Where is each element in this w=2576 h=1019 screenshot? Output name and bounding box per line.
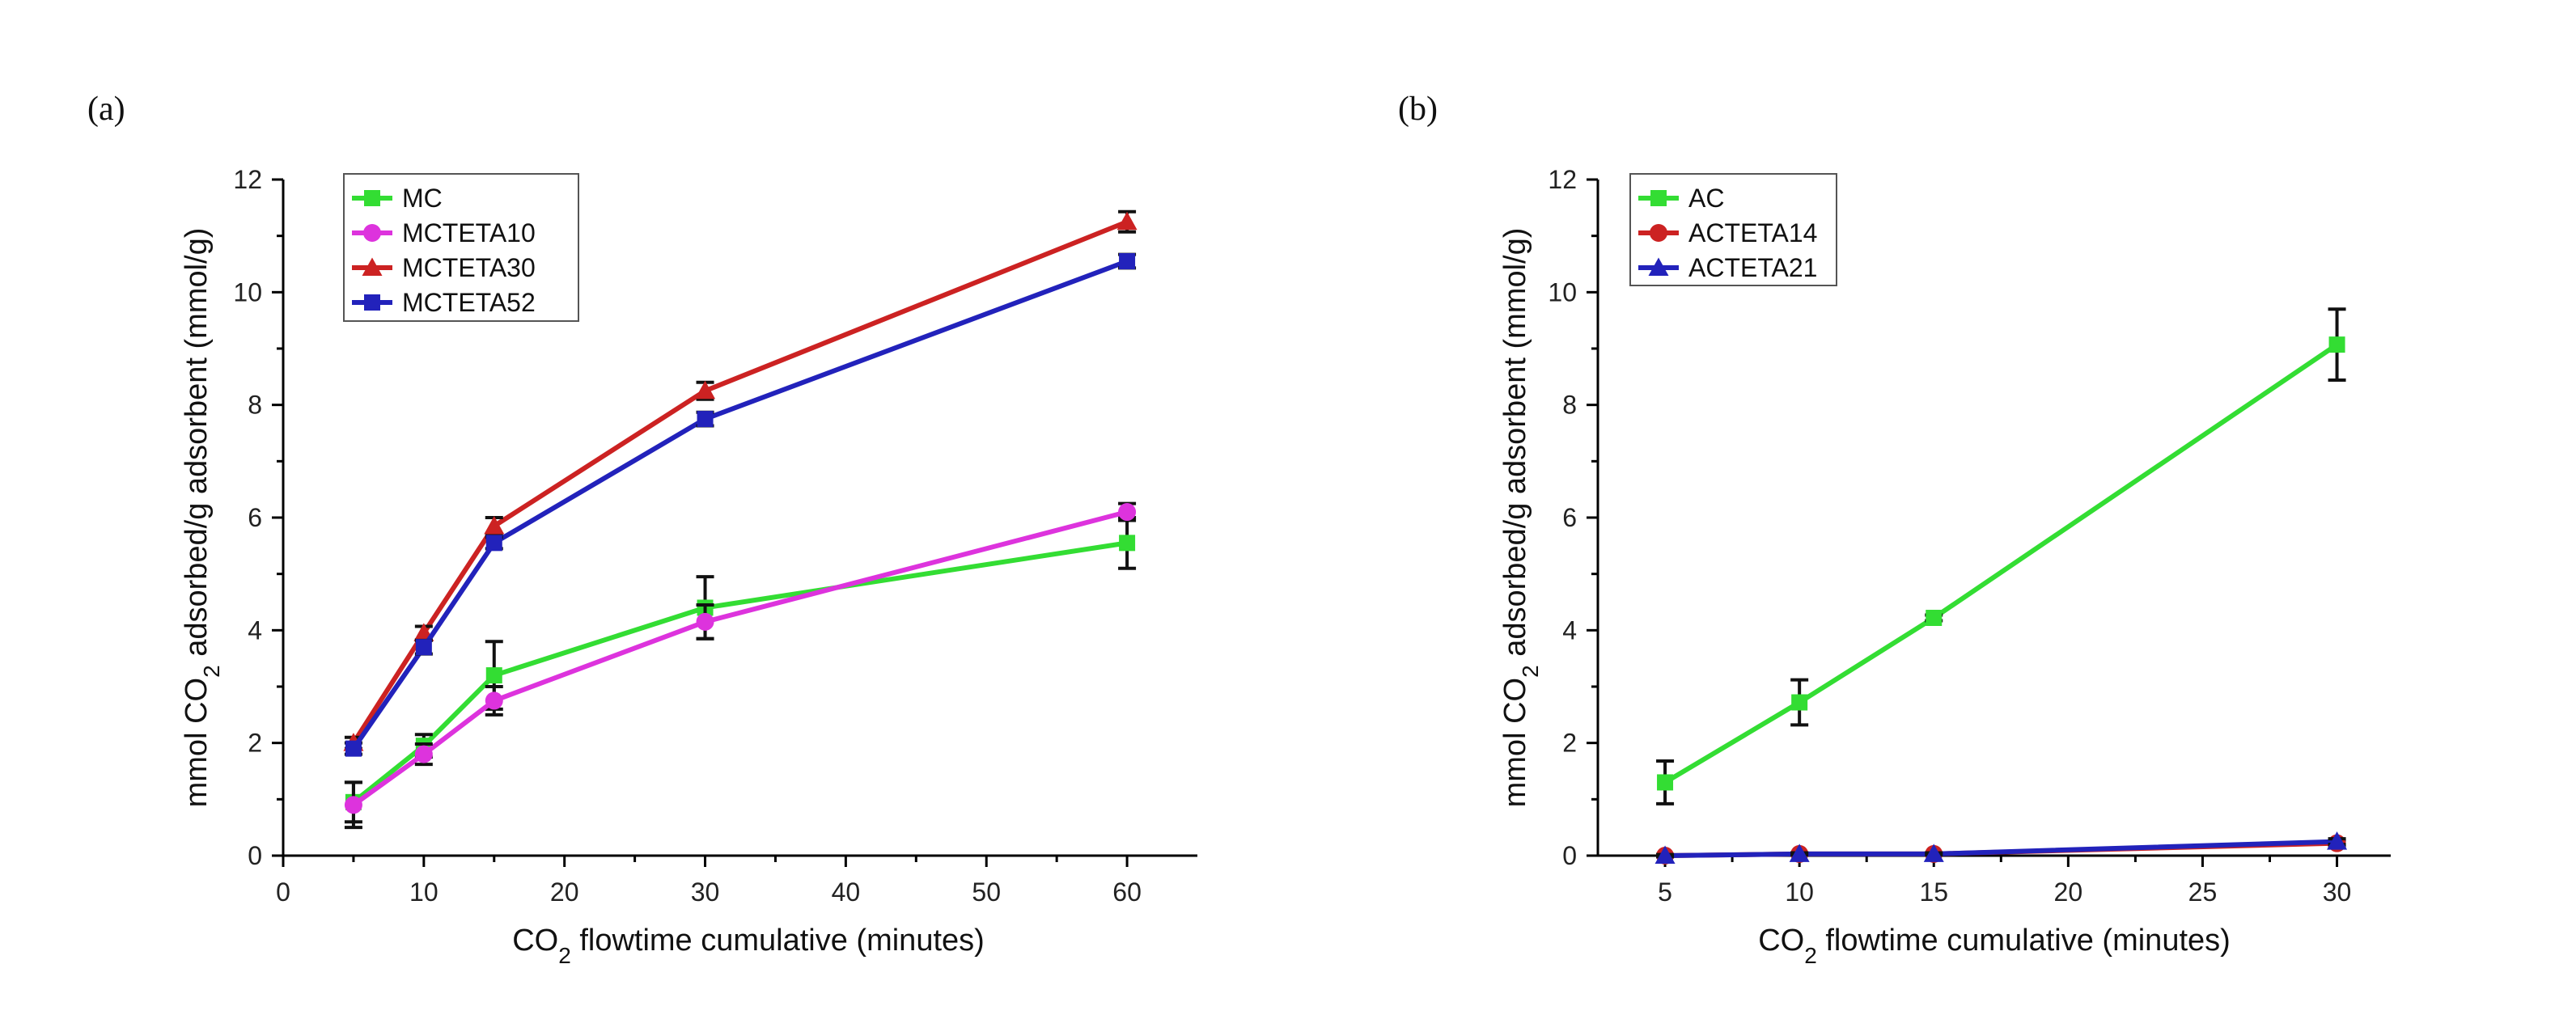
data-point <box>696 612 714 631</box>
legend-label: ACTETA21 <box>1688 253 1817 282</box>
data-point <box>485 667 502 684</box>
x-tick-label: 20 <box>2054 877 2083 907</box>
y-tick-label: 12 <box>233 165 262 194</box>
x-tick-label: 0 <box>276 877 290 907</box>
y-tick-label: 12 <box>1548 165 1577 194</box>
data-point <box>414 745 433 763</box>
legend-item: MCTETA30 <box>352 253 536 282</box>
data-point <box>1657 774 1674 791</box>
y-tick-label: 6 <box>248 503 262 532</box>
x-tick-label: 10 <box>1785 877 1814 907</box>
legend-label: MC <box>402 184 443 213</box>
data-point <box>484 515 505 535</box>
y-tick-label: 10 <box>233 277 262 307</box>
legend-marker <box>1650 190 1667 206</box>
legend-marker <box>1650 224 1667 242</box>
legend: MC MCTETA10 MCTETA30 MCTETA52 <box>343 173 579 322</box>
x-tick-label: 10 <box>409 877 439 907</box>
y-tick-label: 2 <box>248 729 262 758</box>
series-line <box>1663 342 2339 785</box>
data-point <box>695 380 716 400</box>
data-point <box>1116 211 1138 230</box>
series-mc <box>344 516 1137 824</box>
data-point <box>2327 831 2348 850</box>
y-tick-label: 8 <box>248 391 262 420</box>
x-tick-label: 30 <box>691 877 720 907</box>
y-tick-label: 4 <box>1562 615 1577 645</box>
series-line <box>351 259 1129 751</box>
data-point <box>344 796 362 814</box>
data-point <box>1789 844 1810 862</box>
legend-item: ACTETA14 <box>1638 218 1817 247</box>
data-point <box>485 691 503 710</box>
legend-marker <box>1648 257 1669 276</box>
y-tick-label: 0 <box>1562 841 1577 870</box>
series-mcteta10 <box>344 501 1137 830</box>
legend-label: ACTETA14 <box>1688 218 1817 247</box>
panel-b-label: (b) <box>1398 91 1438 128</box>
y-tick-label: 0 <box>248 841 262 870</box>
series-mcteta52 <box>344 252 1137 757</box>
legend-item: ACTETA21 <box>1638 253 1817 282</box>
x-tick-label: 15 <box>1919 877 1948 907</box>
panel-b-chart: (b) 5 10 15 20 25 30 0 2 4 6 8 10 12 CO2 flowtime cu… <box>1398 91 2391 968</box>
x-tick-label: 50 <box>972 877 1001 907</box>
legend-marker <box>363 224 381 242</box>
series-acteta21 <box>1654 831 2348 864</box>
legend-item: MCTETA52 <box>352 288 536 317</box>
data-point <box>1923 844 1944 862</box>
legend-label: MCTETA10 <box>402 218 536 247</box>
data-point <box>345 740 362 757</box>
x-tick-label: 25 <box>2188 877 2218 907</box>
panel-a-y-axis-title: mmol CO2 adsorbed/g adsorbent (mmol/g) <box>180 228 224 808</box>
data-point <box>415 639 432 656</box>
legend: AC ACTETA14 ACTETA21 <box>1629 173 1837 286</box>
x-tick-label: 30 <box>2323 877 2352 907</box>
legend-item: MC <box>352 184 443 213</box>
data-point <box>2328 336 2345 353</box>
data-point <box>1119 535 1136 552</box>
data-point <box>1119 253 1136 270</box>
panel-a-label: (a) <box>87 91 125 128</box>
x-tick-label: 20 <box>550 877 579 907</box>
legend-item: MCTETA10 <box>352 218 536 247</box>
legend-label: MCTETA52 <box>402 288 536 317</box>
series-ac <box>1656 307 2346 805</box>
legend-marker <box>362 257 383 276</box>
data-point <box>1791 694 1808 711</box>
legend-marker <box>364 190 380 206</box>
legend-item: AC <box>1638 184 1724 213</box>
data-point <box>1118 503 1137 522</box>
y-tick-label: 8 <box>1562 391 1577 420</box>
x-tick-label: 40 <box>832 877 861 907</box>
legend-marker <box>364 294 380 311</box>
series-line <box>352 510 1128 807</box>
panel-a-x-axis-title: CO2 flowtime cumulative (minutes) <box>512 924 985 968</box>
legend-label: AC <box>1688 184 1724 213</box>
series-line <box>1665 839 2337 858</box>
x-tick-label: 60 <box>1112 877 1142 907</box>
legend-label: MCTETA30 <box>402 253 536 282</box>
panel-b-x-axis-title: CO2 flowtime cumulative (minutes) <box>1758 924 2231 968</box>
y-tick-label: 6 <box>1562 503 1577 532</box>
y-tick-label: 4 <box>248 615 262 645</box>
panel-b-y-axis-title: mmol CO2 adsorbed/g adsorbent (mmol/g) <box>1498 228 1543 808</box>
data-point <box>1926 610 1943 627</box>
data-point <box>697 411 714 428</box>
y-tick-label: 10 <box>1548 277 1577 307</box>
data-point <box>1654 845 1676 864</box>
y-tick-label: 2 <box>1562 729 1577 758</box>
data-point <box>485 535 502 552</box>
panel-a-chart: (a) 0 10 20 30 40 50 60 0 2 4 6 8 10 12 CO2 flowtime … <box>87 91 1197 968</box>
x-tick-label: 5 <box>1658 877 1672 907</box>
